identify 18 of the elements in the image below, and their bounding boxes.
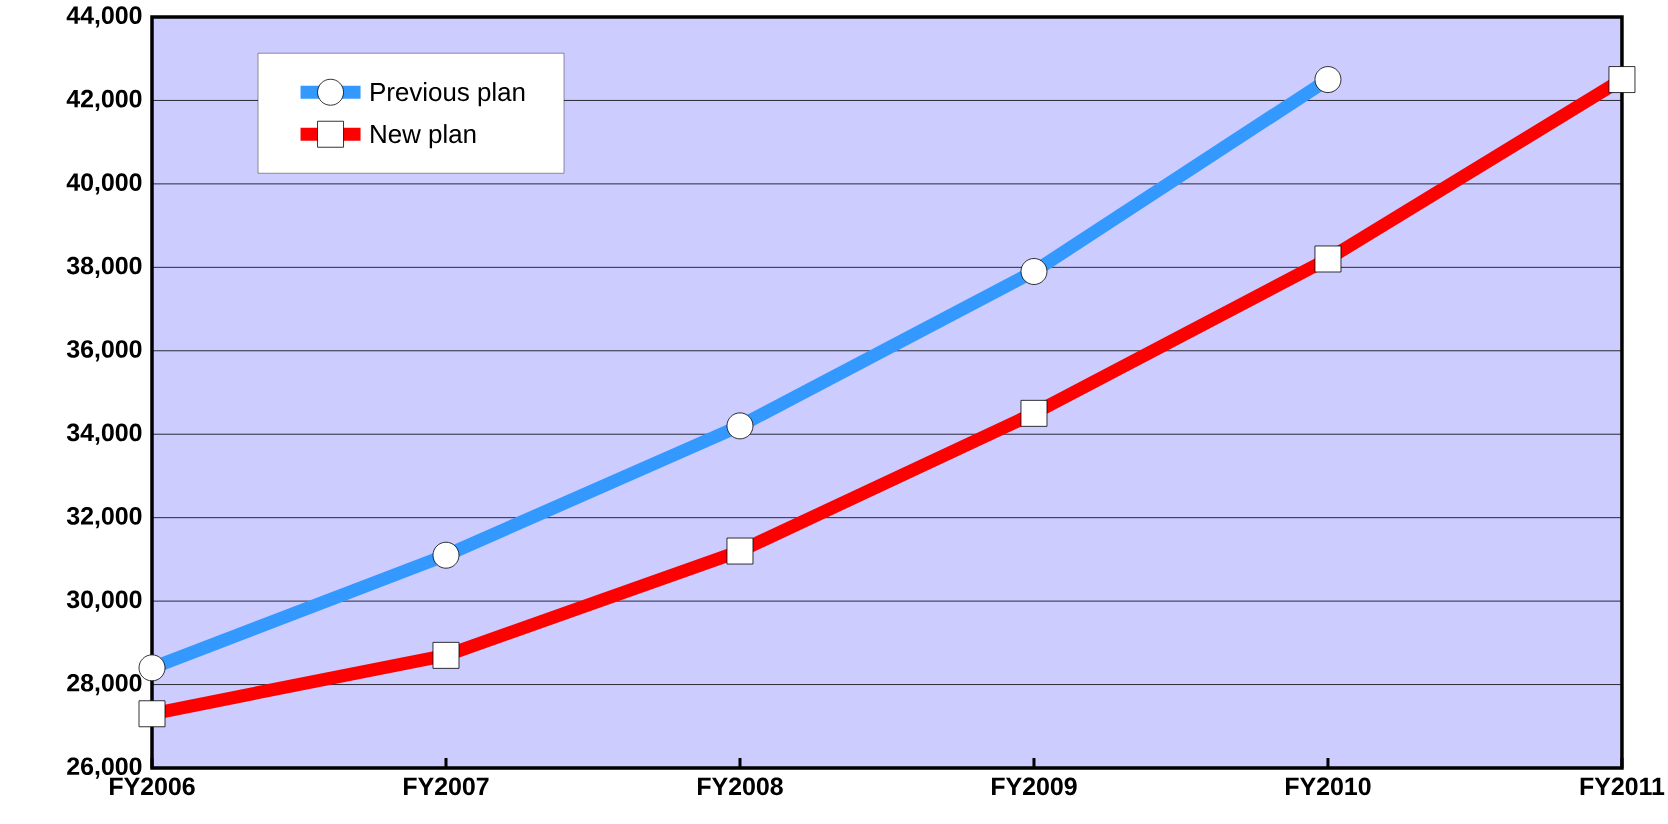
y-tick-label: 28,000	[67, 673, 142, 696]
x-tick-label: FY2006	[110, 777, 195, 796]
y-tick-label: 26,000	[67, 757, 142, 779]
x-tick-label: FY2011	[1580, 777, 1665, 796]
y-tick-label: 44,000	[66, 6, 142, 28]
y-tick-label: 34,000	[66, 423, 142, 445]
y-tick-label: 32,000	[66, 507, 142, 529]
y-tick-label: 38,000	[66, 256, 142, 278]
x-tick-label: FY2008	[698, 777, 783, 796]
legend-label: Previous plan	[371, 82, 525, 107]
x-tick-label: FY2009	[992, 777, 1077, 796]
y-tick-label: 30,000	[66, 590, 142, 612]
x-tick-label: FY2007	[404, 777, 489, 796]
y-tick-label: 42,000	[66, 89, 142, 112]
y-tick-label: 40,000	[66, 173, 142, 195]
y-tick-label: 36,000	[66, 340, 142, 362]
x-tick-label: FY2010	[1286, 777, 1371, 796]
legend-label: New plan	[371, 124, 476, 149]
